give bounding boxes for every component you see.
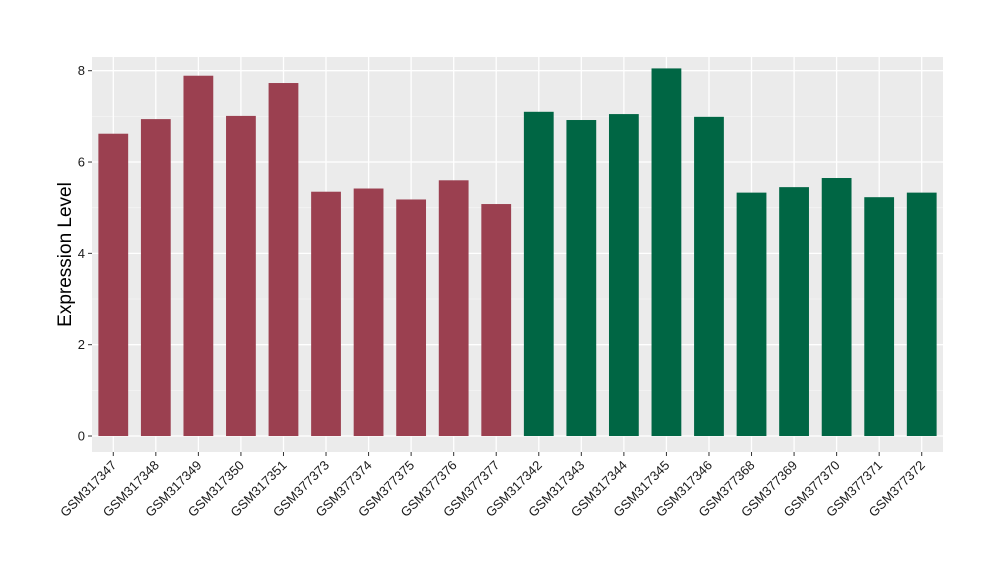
bar-GSM377368: [736, 192, 767, 437]
bar-GSM317346: [694, 116, 724, 437]
bar-GSM317350: [226, 115, 256, 437]
bar-GSM317343: [566, 120, 597, 437]
bar-GSM317349: [183, 75, 214, 437]
y-axis-title: Expression Level: [55, 182, 76, 327]
bar-GSM317348: [140, 119, 171, 437]
bar-GSM317351: [268, 83, 299, 437]
bar-GSM377372: [906, 192, 937, 437]
bar-GSM377369: [779, 187, 809, 437]
y-axis-ticks: 0 2 4 6 8: [78, 63, 92, 444]
y-tick-label: 0: [78, 429, 85, 444]
bar-GSM317347: [98, 133, 129, 437]
y-tick-label: 8: [78, 63, 85, 78]
bars: [98, 68, 937, 437]
bar-GSM377377: [481, 204, 512, 437]
x-axis-ticks: GSM317347GSM317348GSM317349GSM317350GSM3…: [57, 452, 928, 520]
bar-GSM317345: [651, 68, 682, 437]
bar-GSM377375: [396, 199, 427, 437]
bar-GSM377373: [311, 191, 341, 437]
y-tick-label: 2: [78, 337, 85, 352]
y-tick-label: 4: [78, 246, 85, 261]
bar-GSM377371: [864, 197, 895, 437]
bar-GSM377374: [353, 188, 384, 437]
y-tick-label: 6: [78, 155, 85, 170]
bar-GSM317342: [523, 111, 554, 437]
bar-GSM377370: [821, 178, 852, 437]
bar-GSM377376: [438, 180, 469, 437]
bar-GSM317344: [608, 114, 639, 437]
